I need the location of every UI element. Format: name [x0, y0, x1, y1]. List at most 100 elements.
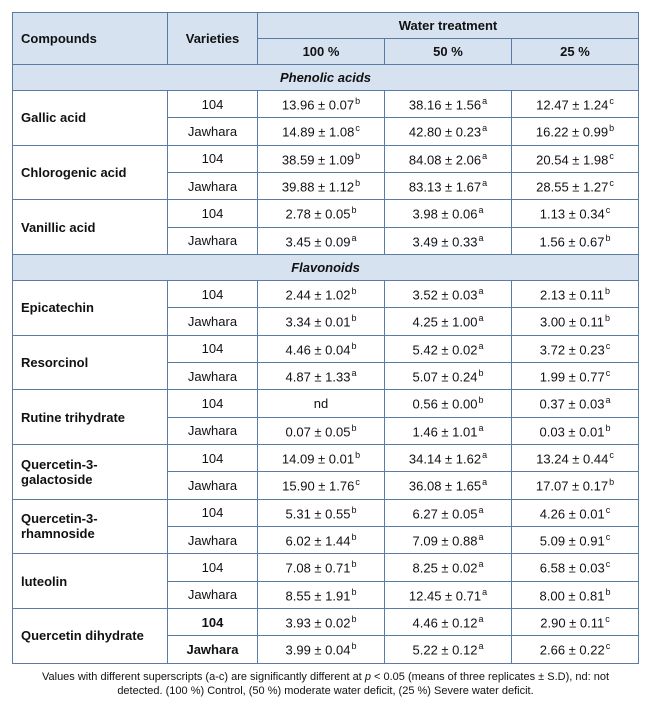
value-cell: 14.09 ± 0.01b [258, 444, 385, 471]
value-cell: nd [258, 390, 385, 417]
table-row: luteolin1047.08 ± 0.71b8.25 ± 0.02a6.58 … [13, 554, 639, 581]
value-cell: 5.31 ± 0.55b [258, 499, 385, 526]
value-cell: 2.44 ± 1.02b [258, 280, 385, 307]
variety-cell: Jawhara [168, 526, 258, 553]
table-body: Phenolic acidsGallic acid10413.96 ± 0.07… [13, 65, 639, 664]
value-cell: 12.47 ± 1.24c [512, 91, 639, 118]
variety-cell: 104 [168, 608, 258, 635]
value-cell: 1.56 ± 0.67b [512, 227, 639, 254]
value-cell: 14.89 ± 1.08c [258, 118, 385, 145]
table-row: Epicatechin1042.44 ± 1.02b3.52 ± 0.03a2.… [13, 280, 639, 307]
value-cell: 42.80 ± 0.23a [385, 118, 512, 145]
value-cell: 84.08 ± 2.06a [385, 145, 512, 172]
compound-name: Chlorogenic acid [13, 145, 168, 200]
variety-cell: Jawhara [168, 308, 258, 335]
variety-cell: Jawhara [168, 417, 258, 444]
value-cell: 3.45 ± 0.09a [258, 227, 385, 254]
header-varieties: Varieties [168, 13, 258, 65]
compound-name: Resorcinol [13, 335, 168, 390]
table-row: Quercetin-3-rhamnoside1045.31 ± 0.55b6.2… [13, 499, 639, 526]
value-cell: 7.09 ± 0.88a [385, 526, 512, 553]
variety-cell: 104 [168, 200, 258, 227]
variety-cell: Jawhara [168, 118, 258, 145]
value-cell: 2.90 ± 0.11c [512, 608, 639, 635]
table-header: Compounds Varieties Water treatment 100 … [13, 13, 639, 65]
variety-cell: Jawhara [168, 172, 258, 199]
value-cell: 15.90 ± 1.76c [258, 472, 385, 499]
variety-cell: 104 [168, 91, 258, 118]
value-cell: 4.26 ± 0.01c [512, 499, 639, 526]
variety-cell: Jawhara [168, 227, 258, 254]
compounds-table: Compounds Varieties Water treatment 100 … [12, 12, 639, 664]
value-cell: 4.46 ± 0.12a [385, 608, 512, 635]
value-cell: 3.00 ± 0.11b [512, 308, 639, 335]
header-100: 100 % [258, 39, 385, 65]
compound-name: Rutine trihydrate [13, 390, 168, 445]
value-cell: 0.07 ± 0.05b [258, 417, 385, 444]
table-row: Resorcinol1044.46 ± 0.04b5.42 ± 0.02a3.7… [13, 335, 639, 362]
value-cell: 3.93 ± 0.02b [258, 608, 385, 635]
value-cell: 2.78 ± 0.05b [258, 200, 385, 227]
value-cell: 13.24 ± 0.44c [512, 444, 639, 471]
variety-cell: 104 [168, 499, 258, 526]
value-cell: 8.55 ± 1.91b [258, 581, 385, 608]
value-cell: 83.13 ± 1.67a [385, 172, 512, 199]
value-cell: 6.02 ± 1.44b [258, 526, 385, 553]
value-cell: 3.49 ± 0.33a [385, 227, 512, 254]
footnote: Values with different superscripts (a-c)… [30, 670, 621, 700]
variety-cell: Jawhara [168, 362, 258, 389]
value-cell: 7.08 ± 0.71b [258, 554, 385, 581]
value-cell: 34.14 ± 1.62a [385, 444, 512, 471]
compound-name: luteolin [13, 554, 168, 609]
variety-cell: Jawhara [168, 636, 258, 663]
compound-name: Gallic acid [13, 91, 168, 146]
variety-cell: 104 [168, 145, 258, 172]
group-header: Phenolic acids [13, 65, 639, 91]
value-cell: 0.37 ± 0.03a [512, 390, 639, 417]
compound-name: Quercetin dihydrate [13, 608, 168, 663]
value-cell: 13.96 ± 0.07b [258, 91, 385, 118]
value-cell: 3.52 ± 0.03a [385, 280, 512, 307]
table-row: Quercetin dihydrate1043.93 ± 0.02b4.46 ±… [13, 608, 639, 635]
variety-cell: 104 [168, 280, 258, 307]
value-cell: 28.55 ± 1.27c [512, 172, 639, 199]
value-cell: 6.58 ± 0.03c [512, 554, 639, 581]
table-row: Chlorogenic acid10438.59 ± 1.09b84.08 ± … [13, 145, 639, 172]
variety-cell: 104 [168, 390, 258, 417]
value-cell: 2.66 ± 0.22c [512, 636, 639, 663]
value-cell: 4.87 ± 1.33a [258, 362, 385, 389]
value-cell: 2.13 ± 0.11b [512, 280, 639, 307]
value-cell: 38.16 ± 1.56a [385, 91, 512, 118]
variety-cell: 104 [168, 444, 258, 471]
value-cell: 16.22 ± 0.99b [512, 118, 639, 145]
value-cell: 3.72 ± 0.23c [512, 335, 639, 362]
table-row: Gallic acid10413.96 ± 0.07b38.16 ± 1.56a… [13, 91, 639, 118]
value-cell: 8.25 ± 0.02a [385, 554, 512, 581]
value-cell: 38.59 ± 1.09b [258, 145, 385, 172]
value-cell: 4.25 ± 1.00a [385, 308, 512, 335]
value-cell: 17.07 ± 0.17b [512, 472, 639, 499]
value-cell: 3.98 ± 0.06a [385, 200, 512, 227]
value-cell: 12.45 ± 0.71a [385, 581, 512, 608]
value-cell: 5.42 ± 0.02a [385, 335, 512, 362]
compound-name: Epicatechin [13, 280, 168, 335]
value-cell: 39.88 ± 1.12b [258, 172, 385, 199]
value-cell: 0.56 ± 0.00b [385, 390, 512, 417]
variety-cell: Jawhara [168, 581, 258, 608]
table-row: Rutine trihydrate104nd0.56 ± 0.00b0.37 ±… [13, 390, 639, 417]
compound-name: Quercetin-3-rhamnoside [13, 499, 168, 554]
value-cell: 3.99 ± 0.04b [258, 636, 385, 663]
value-cell: 1.46 ± 1.01a [385, 417, 512, 444]
value-cell: 1.99 ± 0.77c [512, 362, 639, 389]
value-cell: 5.09 ± 0.91c [512, 526, 639, 553]
table-row: Quercetin-3-galactoside10414.09 ± 0.01b3… [13, 444, 639, 471]
value-cell: 8.00 ± 0.81b [512, 581, 639, 608]
variety-cell: 104 [168, 335, 258, 362]
value-cell: 20.54 ± 1.98c [512, 145, 639, 172]
value-cell: 6.27 ± 0.05a [385, 499, 512, 526]
value-cell: 3.34 ± 0.01b [258, 308, 385, 335]
group-header: Flavonoids [13, 254, 639, 280]
compound-name: Quercetin-3-galactoside [13, 444, 168, 499]
value-cell: 5.22 ± 0.12a [385, 636, 512, 663]
header-25: 25 % [512, 39, 639, 65]
